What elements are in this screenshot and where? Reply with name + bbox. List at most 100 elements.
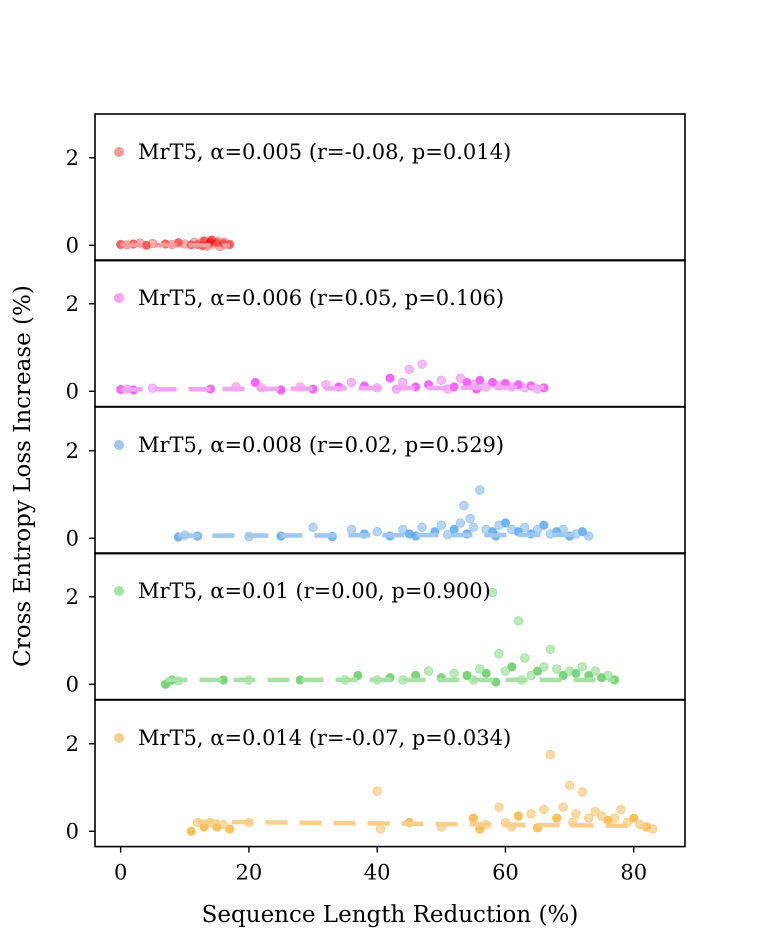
data-point xyxy=(552,813,562,823)
data-point xyxy=(526,809,536,819)
data-point xyxy=(225,824,234,834)
panel-5: 0 2 MrT5, α=0.014 (r=-0.07, p=0.034) xyxy=(66,699,686,848)
panel-frame xyxy=(94,113,686,262)
data-point xyxy=(250,377,261,388)
data-point xyxy=(500,518,511,528)
data-point xyxy=(207,235,216,245)
data-point xyxy=(404,364,414,375)
data-point xyxy=(199,822,209,832)
data-point xyxy=(353,671,363,680)
y-tick-label: 0 xyxy=(66,819,79,843)
data-point xyxy=(609,813,620,823)
data-point xyxy=(494,802,504,812)
data-point xyxy=(545,644,555,654)
y-tick-label: 0 xyxy=(66,379,79,403)
data-point xyxy=(375,824,386,834)
data-point xyxy=(539,521,549,530)
data-point xyxy=(417,359,427,369)
data-point xyxy=(603,816,613,825)
data-point xyxy=(571,669,581,678)
data-point xyxy=(577,787,588,797)
x-tick-label: 20 xyxy=(236,861,263,885)
x-tick-label: 40 xyxy=(364,861,391,885)
legend-label: MrT5, α=0.014 (r=-0.07, p=0.034) xyxy=(138,726,511,750)
data-point xyxy=(212,822,221,832)
data-point xyxy=(584,813,594,823)
data-point xyxy=(571,668,581,678)
data-point xyxy=(459,500,469,511)
data-point xyxy=(501,518,510,528)
data-point xyxy=(558,802,568,812)
data-point xyxy=(251,378,260,387)
data-point xyxy=(436,520,446,530)
data-point xyxy=(455,518,466,528)
data-point xyxy=(372,527,382,537)
data-point xyxy=(500,666,511,676)
panel-frame xyxy=(94,259,686,408)
panel-1: 0 2 MrT5, α=0.005 (r=-0.08, p=0.014) xyxy=(66,113,686,262)
data-point xyxy=(488,378,497,387)
data-point xyxy=(481,668,491,678)
data-point xyxy=(596,811,607,821)
data-point xyxy=(475,664,485,674)
data-point xyxy=(218,820,229,830)
data-point xyxy=(455,373,466,383)
data-point xyxy=(405,529,414,539)
data-point xyxy=(597,673,606,682)
legend-marker xyxy=(114,440,124,450)
data-point xyxy=(564,780,575,790)
data-point xyxy=(423,666,434,676)
panels: 0 2 MrT5, α=0.005 (r=-0.08, p=0.014) 0 2 MrT5… xyxy=(66,113,686,848)
legend-label: MrT5, α=0.01 (r=0.00, p=0.900) xyxy=(138,579,491,603)
data-point xyxy=(491,677,500,687)
data-point xyxy=(552,664,562,674)
x-axis: 0 20 40 60 80 xyxy=(114,846,647,885)
data-point xyxy=(532,666,543,676)
panel-4: 0 2 MrT5, α=0.01 (r=0.00, p=0.900) xyxy=(66,552,686,701)
trend-line xyxy=(197,819,647,829)
data-point xyxy=(353,670,363,681)
data-point xyxy=(558,670,568,681)
data-point xyxy=(482,669,491,678)
data-point xyxy=(475,376,484,385)
data-point xyxy=(571,809,581,819)
data-point xyxy=(449,382,459,392)
data-point xyxy=(462,378,472,387)
data-point xyxy=(577,527,588,537)
data-point xyxy=(539,804,549,815)
data-point xyxy=(514,811,523,821)
data-point xyxy=(449,525,459,534)
data-point xyxy=(308,522,318,532)
data-point xyxy=(539,662,549,672)
legend-marker xyxy=(114,733,124,743)
y-tick-label: 2 xyxy=(66,585,79,609)
data-point xyxy=(276,385,286,395)
data-point xyxy=(520,653,530,663)
data-point xyxy=(449,668,459,678)
y-axis-label: Cross Entropy Loss Increase (%) xyxy=(10,285,36,667)
legend-label: MrT5, α=0.008 (r=0.02, p=0.529) xyxy=(138,433,504,457)
legend-label: MrT5, α=0.006 (r=0.05, p=0.106) xyxy=(138,286,504,310)
y-tick-label: 0 xyxy=(66,672,79,696)
panel-frame xyxy=(94,699,686,848)
data-point xyxy=(225,824,235,834)
data-point xyxy=(507,662,516,671)
data-point xyxy=(559,671,568,680)
panel-2: 0 2 MrT5, α=0.006 (r=0.05, p=0.106) xyxy=(66,259,686,408)
data-point xyxy=(385,374,395,383)
y-tick-label: 2 xyxy=(66,292,79,316)
trend-line xyxy=(120,385,544,392)
data-point xyxy=(520,522,530,532)
data-point xyxy=(398,377,408,388)
data-point xyxy=(462,671,472,680)
data-point xyxy=(577,662,588,672)
y-tick-label: 2 xyxy=(66,439,79,463)
data-point xyxy=(533,667,542,676)
x-tick-label: 60 xyxy=(492,861,519,885)
data-point xyxy=(584,671,593,680)
data-point xyxy=(465,513,475,524)
data-point xyxy=(436,375,446,385)
data-point xyxy=(590,806,600,817)
data-point xyxy=(417,522,427,532)
data-point xyxy=(590,666,600,676)
